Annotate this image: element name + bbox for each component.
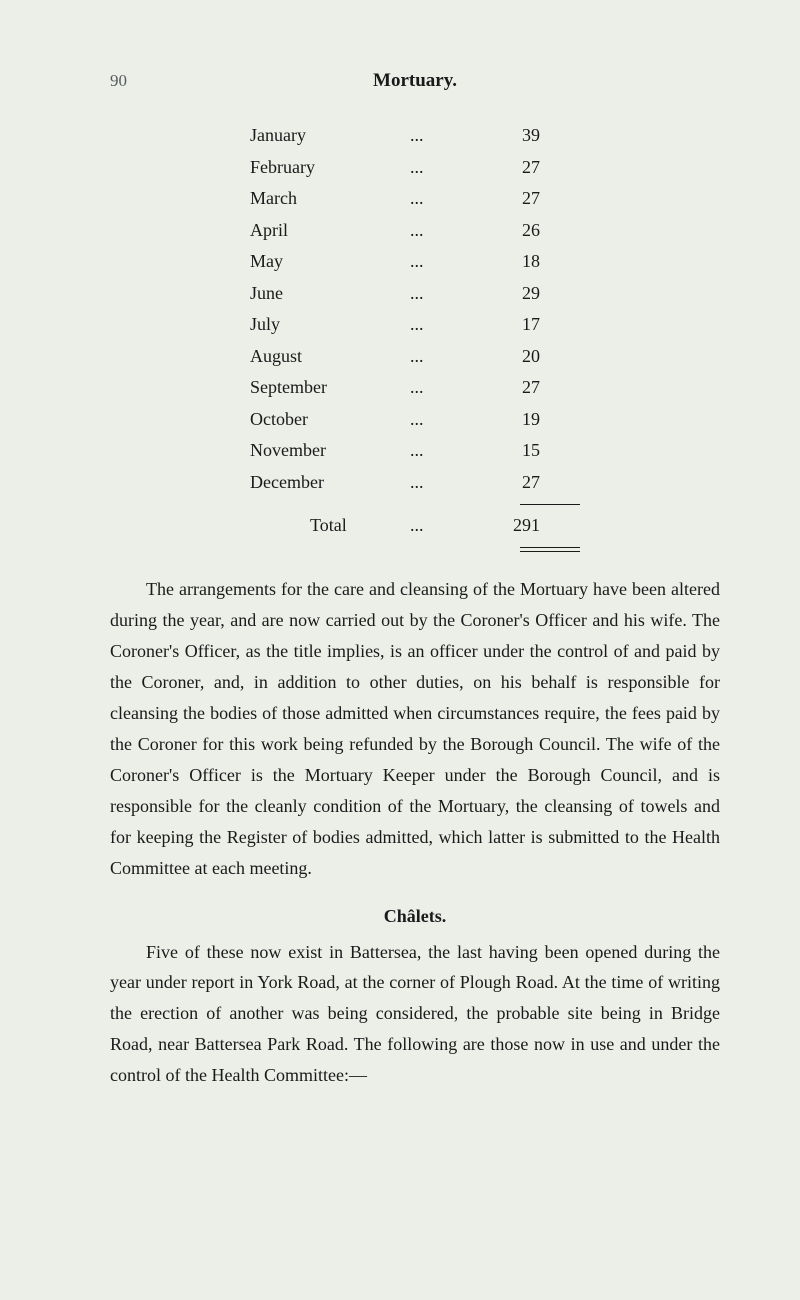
- month-value: 27: [470, 467, 540, 499]
- month-value: 29: [470, 278, 540, 310]
- month-value: 27: [470, 152, 540, 184]
- month-value: 26: [470, 215, 540, 247]
- dots: ...: [410, 372, 470, 404]
- month-label: April: [250, 215, 410, 247]
- document-page: 90 Mortuary. January ... 39 February ...…: [0, 0, 800, 1300]
- month-label: February: [250, 152, 410, 184]
- dots: ...: [410, 467, 470, 499]
- total-value: 291: [470, 507, 540, 543]
- month-value: 18: [470, 246, 540, 278]
- month-value: 20: [470, 341, 540, 373]
- table-row: January ... 39: [250, 120, 580, 152]
- body-paragraph-1: The arrangements for the care and cleans…: [110, 574, 720, 884]
- table-row: April ... 26: [250, 215, 580, 247]
- month-value: 19: [470, 404, 540, 436]
- paragraph-text: Five of these now exist in Battersea, th…: [110, 937, 720, 1092]
- dots: ...: [410, 404, 470, 436]
- month-label: October: [250, 404, 410, 436]
- month-label: July: [250, 309, 410, 341]
- page-title: Mortuary.: [110, 70, 720, 92]
- month-label: May: [250, 246, 410, 278]
- table-row: August ... 20: [250, 341, 580, 373]
- month-value: 27: [470, 372, 540, 404]
- table-row: October ... 19: [250, 404, 580, 436]
- month-value: 27: [470, 183, 540, 215]
- table-row: November ... 15: [250, 435, 580, 467]
- month-label: December: [250, 467, 410, 499]
- dots: ...: [410, 435, 470, 467]
- dots: ...: [410, 341, 470, 373]
- month-label: November: [250, 435, 410, 467]
- table-row: March ... 27: [250, 183, 580, 215]
- month-label: August: [250, 341, 410, 373]
- table-row: July ... 17: [250, 309, 580, 341]
- dots: ...: [410, 215, 470, 247]
- month-label: September: [250, 372, 410, 404]
- month-value: 15: [470, 435, 540, 467]
- table-total-row: Total ... 291: [250, 507, 580, 543]
- rule-line: [520, 504, 580, 505]
- double-rule-bottom: [520, 551, 580, 552]
- double-rule-top: [520, 547, 580, 548]
- table-row: February ... 27: [250, 152, 580, 184]
- dots: ...: [410, 507, 470, 543]
- paragraph-text: The arrangements for the care and cleans…: [110, 574, 720, 884]
- body-paragraph-2: Five of these now exist in Battersea, th…: [110, 937, 720, 1092]
- table-row: May ... 18: [250, 246, 580, 278]
- month-label: March: [250, 183, 410, 215]
- page-header: 90 Mortuary.: [110, 70, 720, 92]
- dots: ...: [410, 309, 470, 341]
- table-row: June ... 29: [250, 278, 580, 310]
- table-row: December ... 27: [250, 467, 580, 499]
- table-row: September ... 27: [250, 372, 580, 404]
- total-label: Total: [310, 507, 410, 543]
- dots: ...: [410, 246, 470, 278]
- dots: ...: [410, 120, 470, 152]
- month-label: January: [250, 120, 410, 152]
- subheading: Châlets.: [110, 906, 720, 927]
- monthly-table: January ... 39 February ... 27 March ...…: [250, 120, 580, 552]
- dots: ...: [410, 152, 470, 184]
- month-value: 39: [470, 120, 540, 152]
- month-label: June: [250, 278, 410, 310]
- dots: ...: [410, 183, 470, 215]
- month-value: 17: [470, 309, 540, 341]
- dots: ...: [410, 278, 470, 310]
